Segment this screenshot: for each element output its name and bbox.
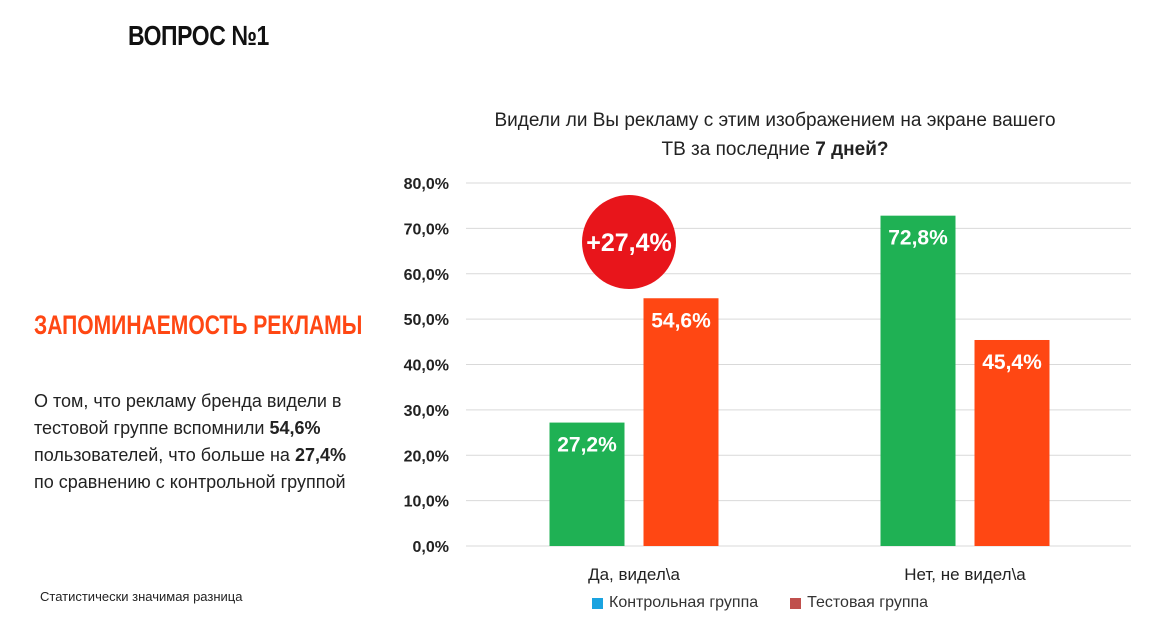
legend-label-control: Контрольная группа	[609, 594, 759, 611]
difference-badge	[582, 195, 676, 289]
legend-item-test: Тестовая группа	[790, 594, 928, 612]
data-label: 54,6%	[651, 309, 711, 332]
y-tick-label: 50,0%	[404, 312, 449, 329]
bar	[643, 298, 719, 546]
desc-part-1: О том, что рекламу бренда видели в тесто…	[34, 391, 342, 438]
chart-title-text: Видели ли Вы рекламу с этим изображением…	[494, 110, 1056, 160]
footnote: Статистически значимая разница	[40, 589, 243, 604]
legend-label-test: Тестовая группа	[807, 594, 929, 611]
y-tick-label: 0,0%	[413, 539, 449, 556]
y-tick-label: 40,0%	[404, 358, 449, 375]
difference-badge-label: +27,4%	[586, 229, 672, 257]
page-title: ВОПРОС №1	[128, 20, 269, 51]
bar	[549, 422, 625, 546]
y-tick-label: 60,0%	[404, 267, 449, 284]
desc-value-test: 54,6%	[269, 418, 321, 438]
y-tick-label: 80,0%	[404, 176, 449, 193]
x-tick-label: Нет, не видел\а	[904, 565, 1026, 584]
y-tick-label: 20,0%	[404, 448, 449, 465]
data-label: 72,8%	[888, 227, 948, 250]
desc-part-3: по сравнению с контрольной группой	[34, 472, 346, 492]
chart-legend: Контрольная группа Тестовая группа	[592, 594, 928, 612]
y-tick-label: 10,0%	[404, 494, 449, 511]
section-heading: ЗАПОМИНАЕМОСТЬ РЕКЛАМЫ	[34, 310, 363, 340]
desc-part-2: пользователей, что больше на	[34, 445, 295, 465]
x-tick-label: Да, видел\а	[588, 565, 680, 584]
legend-item-control: Контрольная группа	[592, 594, 758, 612]
bar	[880, 215, 956, 547]
legend-swatch-test	[790, 597, 802, 609]
legend-swatch-control	[592, 597, 603, 609]
description-text: О том, что рекламу бренда видели в тесто…	[34, 388, 364, 496]
desc-value-diff: 27,4%	[294, 445, 346, 465]
data-label: 27,2%	[557, 434, 617, 457]
data-label: 45,4%	[982, 351, 1042, 374]
y-tick-label: 30,0%	[404, 403, 449, 420]
y-tick-label: 70,0%	[404, 221, 449, 238]
bar	[974, 339, 1050, 546]
chart-title: Видели ли Вы рекламу с этим изображением…	[480, 106, 1070, 164]
chart-title-bold: 7 дней?	[815, 139, 889, 160]
